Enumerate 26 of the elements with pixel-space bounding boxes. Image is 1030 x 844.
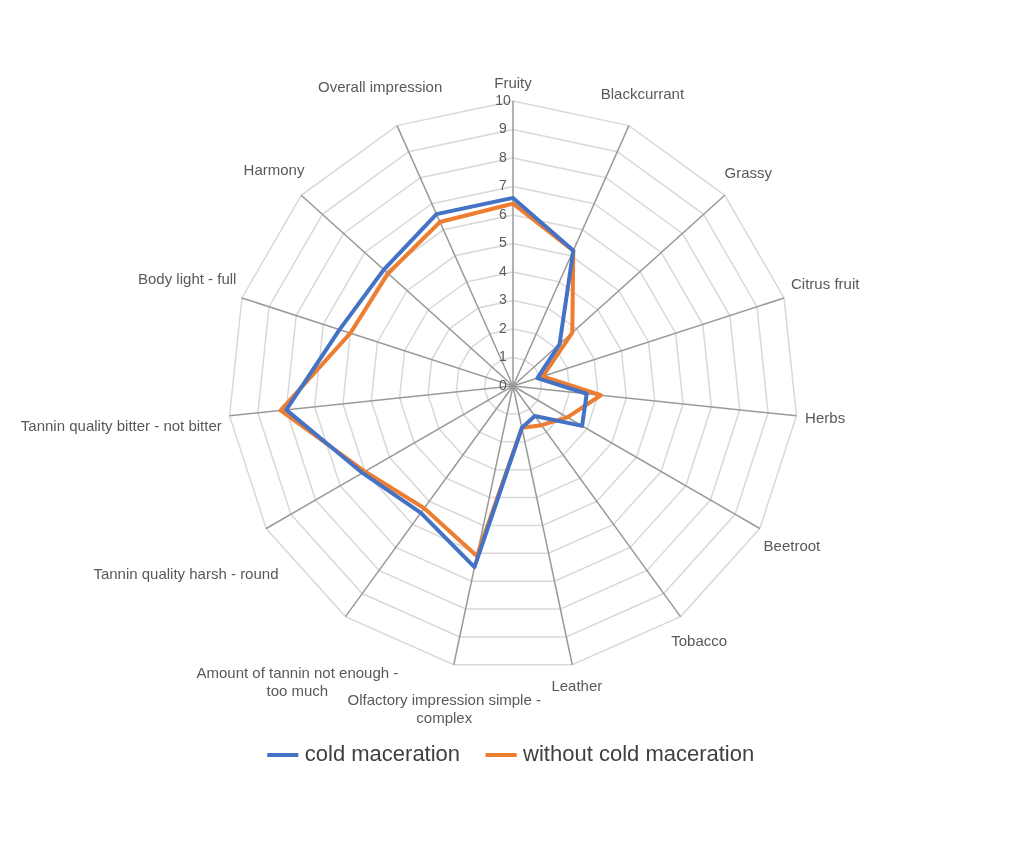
- y-tick-label: 8: [499, 148, 508, 165]
- spoke-label: Leather: [551, 676, 603, 694]
- spoke-label: Blackcurrant: [600, 85, 685, 103]
- y-tick-label: 4: [499, 262, 508, 279]
- spoke-label: Tannin quality harsh - round: [93, 564, 279, 582]
- spoke-label: Grassy: [724, 164, 773, 182]
- spoke-label: Harmony: [243, 160, 305, 178]
- y-tick-label: 9: [499, 120, 508, 137]
- y-tick-label: 5: [499, 234, 508, 251]
- spoke-label: Citrus fruit: [791, 274, 861, 292]
- y-tick-label: 2: [499, 319, 508, 336]
- y-tick-label: 6: [499, 205, 508, 222]
- legend-label: cold maceration: [304, 741, 461, 767]
- spoke-label: Tannin quality bitter - not bitter: [20, 417, 222, 435]
- spoke-label: Body light - full: [138, 270, 237, 288]
- spoke-label: Herbs: [805, 408, 846, 426]
- spoke-label: Fruity: [494, 74, 533, 92]
- spoke-label: Beetroot: [763, 537, 822, 555]
- y-tick-label: 0: [499, 376, 508, 393]
- spoke-label: Overall impression: [318, 77, 443, 95]
- y-tick-label: 7: [499, 177, 508, 194]
- legend-label: without cold maceration: [522, 741, 755, 767]
- y-tick-label: 1: [499, 348, 508, 365]
- spoke-label: Tobacco: [671, 632, 728, 650]
- y-tick-label: 3: [499, 291, 508, 308]
- y-tick-label: 10: [495, 91, 511, 108]
